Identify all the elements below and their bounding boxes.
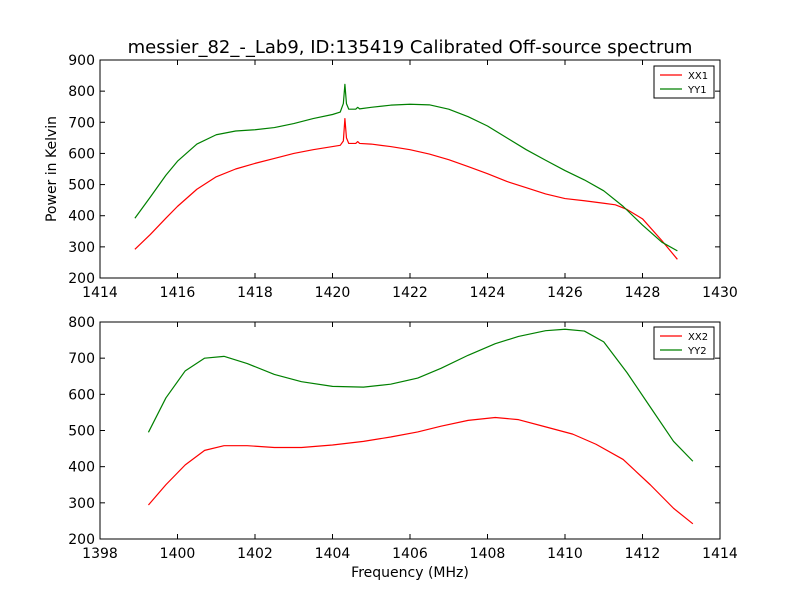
series-line-yy1: [134, 83, 678, 252]
y-tick-label: 200: [68, 271, 95, 287]
y-tick-label: 600: [68, 146, 95, 162]
y-tick-label: 200: [68, 532, 95, 548]
series-line-xx2: [147, 416, 694, 525]
top-ylabel: Power in Kelvin: [44, 116, 60, 222]
y-tick-label: 400: [68, 460, 95, 476]
x-tick-label: 1402: [237, 546, 273, 562]
y-tick-label: 800: [68, 84, 95, 100]
x-tick-label: 1404: [315, 546, 351, 562]
x-tick-label: 1418: [237, 285, 273, 301]
y-tick-label: 500: [68, 178, 95, 194]
y-tick-label: 700: [68, 351, 95, 367]
x-tick-label: 1430: [702, 285, 738, 301]
x-tick-label: 1414: [702, 546, 738, 562]
x-tick-label: 1428: [625, 285, 661, 301]
x-tick-label: 1400: [160, 546, 196, 562]
x-tick-label: 1412: [625, 546, 661, 562]
x-tick-label: 1420: [315, 285, 351, 301]
x-tick-label: 1406: [392, 546, 428, 562]
top-panel: 1414 1416 1418 1420 1422 1424 1426 1428 1430 200 3…: [68, 53, 738, 301]
y-tick-label: 900: [68, 53, 95, 69]
x-tick-label: 1398: [82, 546, 118, 562]
y-tick-label: 700: [68, 115, 95, 131]
bottom-panel: 1398 1400 1402 1404 1406 1408 1410 1412 1414 200 3…: [68, 315, 738, 562]
x-tick-label: 1414: [82, 285, 118, 301]
legend-label-yy1: YY1: [687, 85, 707, 96]
y-tick-label: 600: [68, 387, 95, 403]
y-tick-label: 500: [68, 424, 95, 440]
y-tick-label: 300: [68, 240, 95, 256]
y-tick-label: 800: [68, 315, 95, 331]
x-tick-label: 1410: [547, 546, 583, 562]
legend-label-xx1: XX1: [688, 71, 708, 82]
series-line-yy2: [147, 328, 694, 462]
series-line-xx1: [134, 117, 678, 260]
chart-title: messier_82_-_Lab9, ID:135419 Calibrated …: [128, 37, 693, 58]
x-tick-label: 1426: [547, 285, 583, 301]
legend-label-yy2: YY2: [687, 346, 707, 357]
legend-box: [653, 326, 715, 360]
legend-label-xx2: XX2: [688, 332, 708, 343]
legend-box: [653, 65, 715, 99]
y-tick-label: 400: [68, 209, 95, 225]
bottom-xlabel: Frequency (MHz): [351, 565, 469, 581]
x-tick-label: 1416: [160, 285, 196, 301]
x-tick-label: 1422: [392, 285, 428, 301]
x-tick-label: 1408: [470, 546, 506, 562]
x-tick-label: 1424: [470, 285, 506, 301]
y-tick-label: 300: [68, 496, 95, 512]
